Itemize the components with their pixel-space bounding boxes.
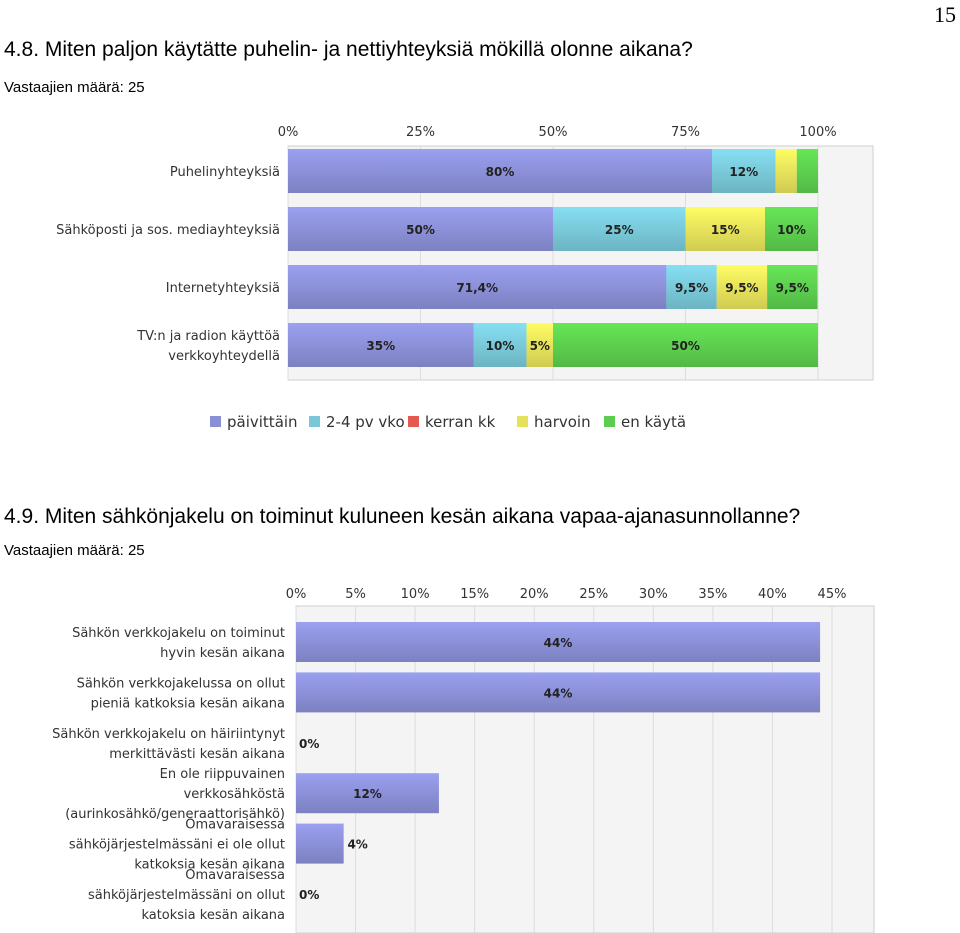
category-label: Puhelinyhteyksiä: [170, 165, 280, 180]
bar-segment: [288, 265, 667, 309]
category-label: verkkoyhteydellä: [168, 349, 280, 364]
bar-segment: [526, 323, 553, 367]
question-4-9-respondents: Vastaajien määrä: 25: [4, 542, 145, 559]
data-label: 71,4%: [456, 281, 498, 295]
bar-segment: [553, 207, 686, 251]
category-label: En ole riippuvainen: [160, 767, 285, 782]
question-4-8-respondents: Vastaajien määrä: 25: [4, 79, 145, 96]
chart-electricity-distribution: 0% 5% 10% 15% 20% 25% 30% 35% 40% 45% Sähkön verkk…: [52, 587, 875, 933]
data-label: 9,5%: [675, 281, 708, 295]
x-tick-label: 0%: [286, 587, 307, 602]
question-4-8-title: 4.8. Miten paljon käytätte puhelin- ja n…: [4, 38, 693, 61]
x-tick-label: 100%: [799, 125, 836, 140]
data-label: 50%: [406, 223, 435, 237]
data-label: 35%: [366, 339, 395, 353]
category-label: pieniä katkoksia kesän aikana: [91, 696, 285, 711]
category-label: sähköjärjestelmässäni on ollut: [88, 888, 285, 903]
category-label: sähköjärjestelmässäni ei ole ollut: [69, 838, 285, 853]
category-label: Sähkön verkkojakelu on häiriintynyt: [52, 727, 285, 742]
question-4-9-title: 4.9. Miten sähkönjakelu on toiminut kulu…: [4, 505, 801, 528]
bar-segment: [716, 265, 768, 309]
category-label: katkoksia kesän aikana: [134, 858, 285, 873]
category-label: merkittävästi kesän aikana: [109, 747, 285, 762]
x-tick-label: 15%: [460, 587, 489, 602]
data-label: 10%: [486, 339, 515, 353]
x-tick-label: 45%: [818, 587, 847, 602]
data-label: 25%: [605, 223, 634, 237]
category-label: (aurinkosähkö/generaattorisähkö): [65, 807, 285, 822]
data-label: 0%: [299, 737, 319, 751]
legend-swatch: [604, 416, 615, 427]
x-tick-label: 50%: [539, 125, 568, 140]
data-label: 9,5%: [776, 281, 809, 295]
data-label: 44%: [544, 636, 573, 650]
category-label: Internetyhteyksiä: [166, 281, 280, 296]
bar-segment: [712, 149, 776, 193]
bar-segment: [288, 323, 474, 367]
bar-segment: [796, 149, 818, 193]
data-label: 12%: [353, 787, 382, 801]
category-label: verkkosähköstä: [184, 787, 285, 802]
legend-swatch: [309, 416, 320, 427]
bar: [296, 773, 439, 814]
category-label: hyvin kesän aikana: [160, 646, 285, 661]
x-tick-label: 20%: [520, 587, 549, 602]
data-label: 44%: [544, 686, 573, 700]
bar: [296, 672, 821, 713]
category-label: Omavaraisessa: [185, 868, 285, 883]
data-label: 5%: [530, 339, 550, 353]
data-label: 10%: [777, 223, 806, 237]
category-label: TV:n ja radion käyttöä: [136, 329, 280, 344]
bar-segment: [288, 207, 553, 251]
legend-swatch: [517, 416, 528, 427]
bar-segment: [765, 207, 818, 251]
data-label: 50%: [671, 339, 700, 353]
data-label: 9,5%: [725, 281, 758, 295]
x-tick-label: 75%: [671, 125, 700, 140]
x-tick-label: 10%: [401, 587, 430, 602]
chart-phone-internet-usage: 0% 25% 50% 75% 100% Puhelinyhteyksiä 80% 12% Säh…: [56, 125, 874, 431]
category-label: Sähkön verkkojakelu on toiminut: [72, 626, 285, 641]
x-tick-label: 25%: [579, 587, 608, 602]
x-tick-label: 5%: [345, 587, 366, 602]
data-label: 12%: [729, 165, 758, 179]
bar-segment: [666, 265, 717, 309]
bar-segment: [553, 323, 818, 367]
legend-swatch: [210, 416, 221, 427]
x-tick-label: 0%: [278, 125, 299, 140]
bar-segment: [775, 149, 797, 193]
bar-segment: [685, 207, 765, 251]
category-label: Sähköposti ja sos. mediayhteyksiä: [56, 223, 280, 238]
category-label: Omavaraisessa: [185, 818, 285, 833]
category-label: katoksia kesän aikana: [141, 908, 285, 923]
x-tick-label: 40%: [758, 587, 787, 602]
category-label: Sähkön verkkojakelussa on ollut: [77, 676, 285, 691]
x-tick-label: 25%: [406, 125, 435, 140]
legend-swatch: [408, 416, 419, 427]
data-label: 15%: [711, 223, 740, 237]
bar-segment: [288, 149, 712, 193]
legend-label: päivittäin: [227, 413, 298, 431]
bar: [296, 622, 821, 662]
legend-label: 2-4 pv vko: [326, 413, 405, 431]
page-number: 15: [934, 2, 956, 27]
bar: [296, 823, 344, 864]
data-label: 0%: [299, 888, 319, 902]
legend-label: kerran kk: [425, 413, 496, 431]
x-tick-label: 30%: [639, 587, 668, 602]
legend-label: en käytä: [621, 413, 686, 431]
bar-segment: [473, 323, 527, 367]
x-tick-label: 35%: [698, 587, 727, 602]
data-label: 80%: [486, 165, 515, 179]
bar-segment: [767, 265, 818, 309]
data-label: 4%: [347, 838, 367, 852]
legend-label: harvoin: [534, 413, 591, 431]
